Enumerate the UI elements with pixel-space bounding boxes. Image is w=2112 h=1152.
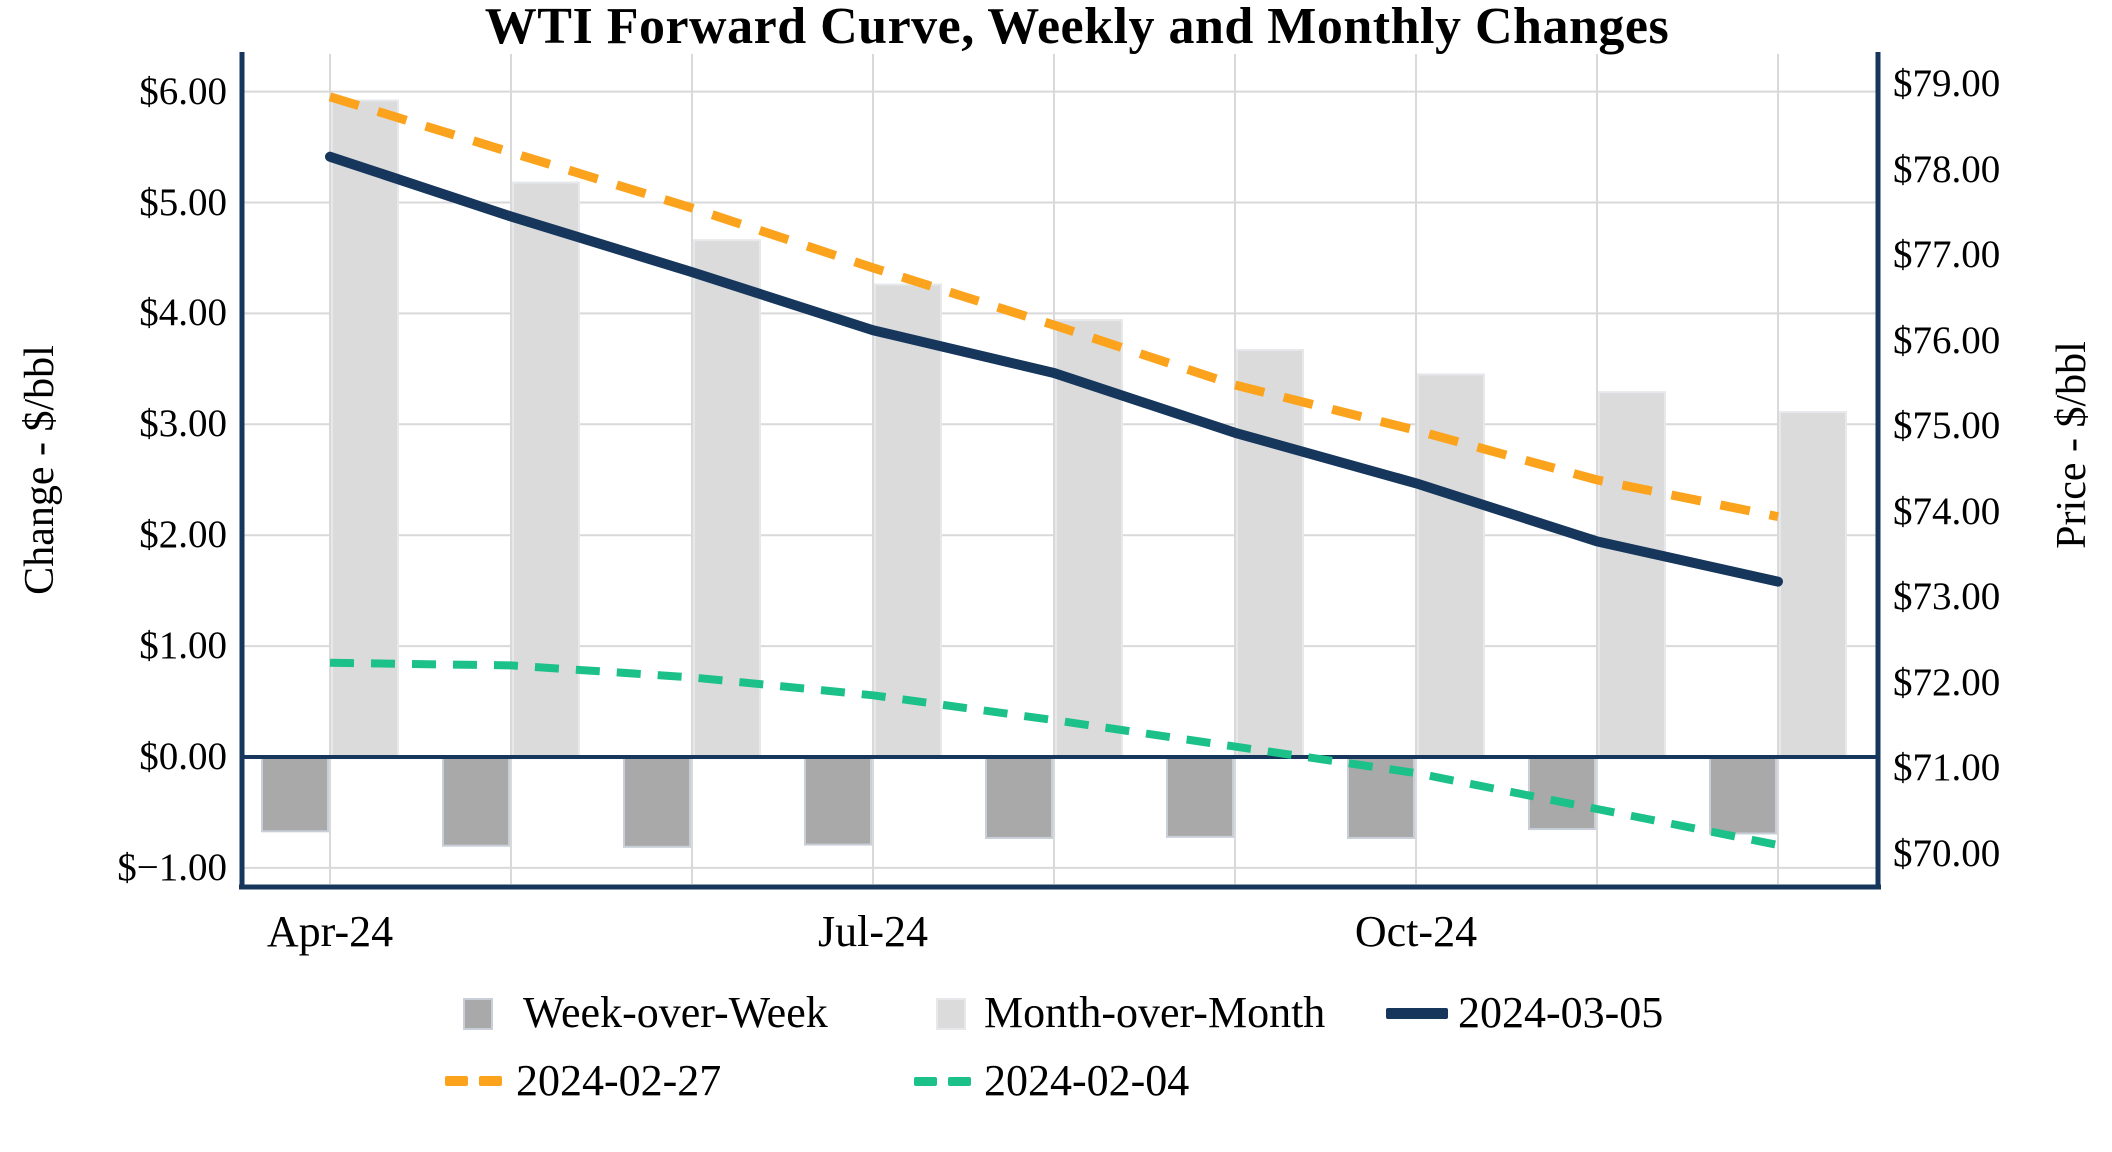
y-left-tick-label: $0.00 <box>139 735 227 778</box>
legend-label-2024-03-05: 2024-03-05 <box>1458 988 1664 1037</box>
bar-week-over-week <box>804 756 872 846</box>
y-right-tick-label: $71.00 <box>1893 746 2001 789</box>
bar-month-over-month <box>874 283 942 758</box>
bar-week-over-week <box>442 756 510 847</box>
bar-week-over-week <box>1528 756 1596 831</box>
bar-week-over-week <box>1709 756 1777 835</box>
bar-month-over-month <box>1779 411 1847 758</box>
legend-swatch-dash2-2024-02-04 <box>948 1077 971 1086</box>
y-right-tick-label: $74.00 <box>1893 489 2001 533</box>
legend-swatch-2024-03-05 <box>1386 1008 1448 1019</box>
bar-month-over-month <box>512 181 580 758</box>
legend-swatch-dash1-2024-02-27 <box>445 1076 468 1086</box>
bar-week-over-week <box>623 756 691 848</box>
y-left-tick-label: $3.00 <box>139 402 227 446</box>
line-2024-02-27 <box>328 92 1779 522</box>
y-right-tick-label: $73.00 <box>1893 575 2001 618</box>
y-right-tick-label: $70.00 <box>1893 831 2001 875</box>
legend-swatch-dash2-2024-02-27 <box>479 1076 502 1086</box>
bar-week-over-week <box>261 756 329 833</box>
bar-month-over-month <box>1417 373 1485 758</box>
y-left-tick-label: $4.00 <box>139 291 227 335</box>
legend-swatch-month-over-month <box>936 998 966 1030</box>
right-axis-title: Price - $/bbl <box>2049 341 2095 549</box>
bar-month-over-month <box>1055 319 1123 758</box>
bar-month-over-month <box>1236 348 1304 758</box>
chart-title: WTI Forward Curve, Weekly and Monthly Ch… <box>484 0 1670 55</box>
bar-month-over-month <box>693 239 761 758</box>
y-right-tick-label: $79.00 <box>1893 62 2001 105</box>
y-left-tick-label: $6.00 <box>139 69 227 113</box>
legend-label-month-over-month: Month-over-Month <box>984 988 1326 1037</box>
y-left-tick-label: $5.00 <box>139 180 227 224</box>
legend-label-week-over-week: Week-over-Week <box>523 988 828 1037</box>
y-right-tick-label: $75.00 <box>1893 404 2001 447</box>
legend-swatch-week-over-week <box>463 998 493 1030</box>
line-2024-03-05 <box>325 151 1783 587</box>
y-left-tick-label: $−1.00 <box>117 845 227 889</box>
x-axis-tick-label: Jul-24 <box>818 907 928 956</box>
bar-month-over-month <box>1598 391 1666 758</box>
y-left-tick-label: $1.00 <box>139 624 227 668</box>
legend-label-2024-02-04: 2024-02-04 <box>984 1056 1190 1105</box>
x-axis-tick-label: Oct-24 <box>1354 907 1478 956</box>
legend-swatch-dash1-2024-02-04 <box>914 1077 937 1086</box>
y-right-tick-label: $77.00 <box>1893 233 2001 276</box>
x-axis-tick-label: Apr-24 <box>266 907 394 956</box>
y-right-tick-label: $76.00 <box>1893 318 2001 362</box>
y-right-tick-label: $72.00 <box>1893 660 2001 704</box>
y-right-tick-label: $78.00 <box>1893 147 2001 191</box>
y-left-tick-label: $2.00 <box>139 513 227 557</box>
bar-week-over-week <box>1166 756 1234 838</box>
bar-week-over-week <box>985 756 1053 839</box>
legend-label-2024-02-27: 2024-02-27 <box>516 1056 722 1105</box>
left-axis-title: Change - $/bbl <box>17 345 63 595</box>
bar-month-over-month <box>331 99 399 759</box>
